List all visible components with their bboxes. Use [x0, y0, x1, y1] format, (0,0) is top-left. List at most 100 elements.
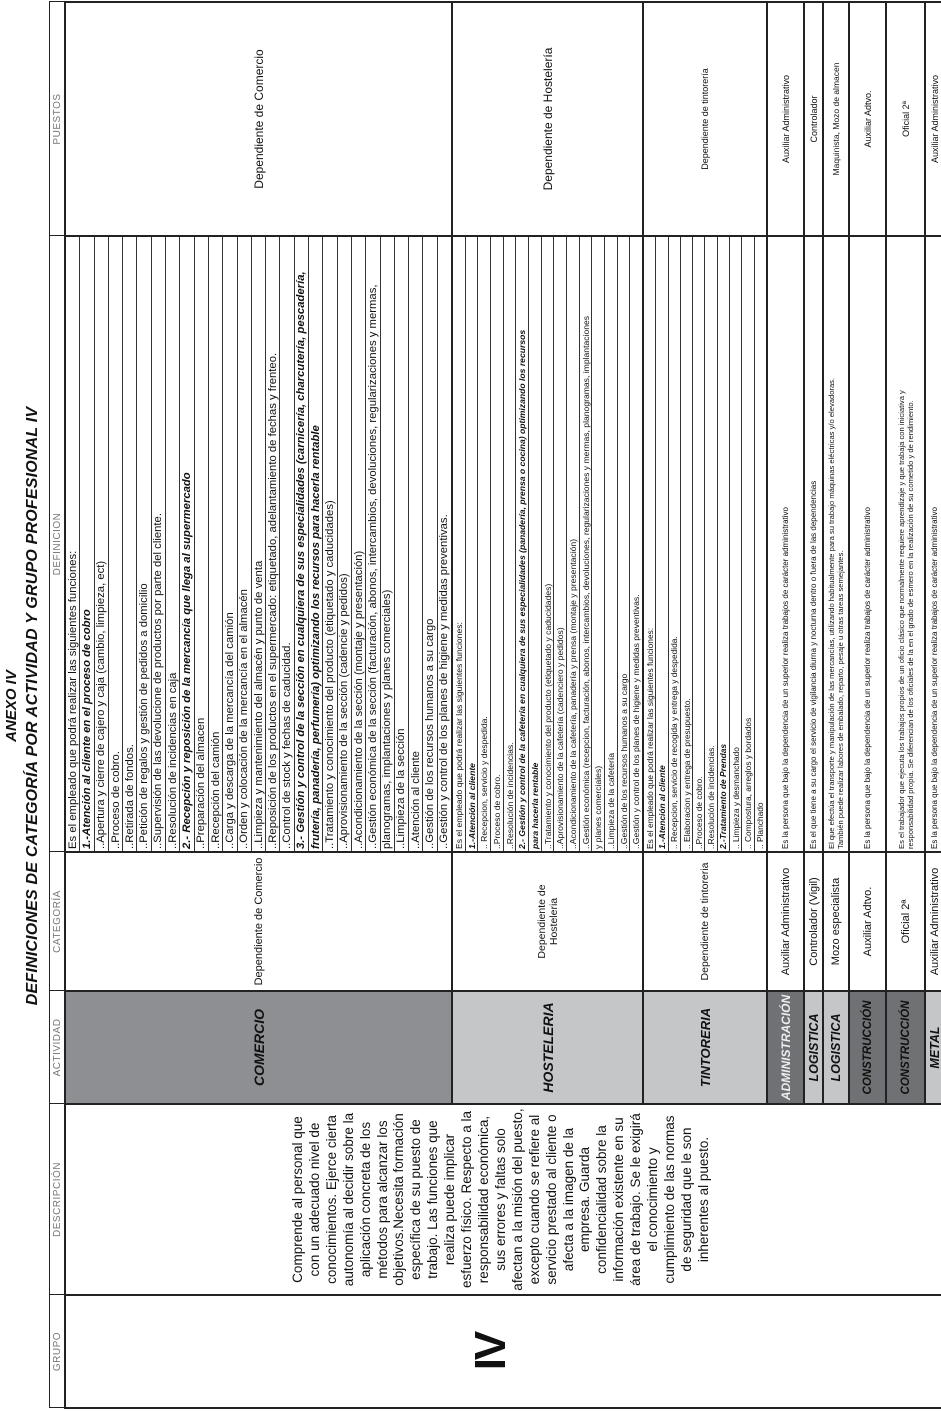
definition-line: .. Planchado — [755, 802, 766, 849]
definition-line: ..Gestión y control de los planes de hig… — [631, 594, 642, 849]
header-actividad: ACTIVIDAD — [49, 991, 65, 1104]
categoria-cell: Dependiente de Hosteleria — [452, 852, 643, 991]
table-body: IV Comprende al personal que con un adecua… — [65, 2, 941, 1408]
definition-line: ..Proceso de cobro. — [491, 237, 504, 851]
header-puestos: PUESTOS — [49, 2, 65, 236]
definition-line: ..Acondicionamiento de la cafetería, pan… — [567, 237, 580, 851]
definition-lines: El que efectúa el transporte y manipulac… — [824, 237, 848, 851]
table-row: IV Comprende al personal que con un adecua… — [65, 2, 941, 1408]
definition-lines: Es la persona que bajo la dependencia de… — [850, 237, 885, 851]
puesto-cell: Dependiente de tintorería — [643, 2, 767, 236]
category-line: Controlador (Vigil) — [807, 877, 820, 966]
header-definicion: DEFINICION — [49, 236, 65, 852]
description-line: esfuerzo físico. Respecto a la — [459, 1110, 475, 1289]
puesto-cell: Dependiente de Comercio — [65, 2, 452, 236]
descripcion-cell: Comprende al personal que con un adecuado… — [65, 1104, 941, 1295]
definition-line: .. Elaboracion y entrega de presupuesto. — [680, 237, 694, 851]
description-line: de seguridad que le son — [678, 1127, 694, 1272]
puesto-cell: Dependiente de Hostelería — [452, 2, 643, 236]
definition-line: ..Gestión y control de los planes de hig… — [438, 514, 451, 849]
definition-lines: Es el empleado que podrá realizar las si… — [453, 237, 642, 851]
description-line: servicio prestado al cliente o — [543, 1114, 559, 1285]
description-line: autonomía al decidir sobre la — [340, 1112, 356, 1287]
categoria-cell: Dependiente de Comercio — [65, 852, 452, 991]
definition-line: 1.-Atención al cliente — [656, 237, 669, 851]
header-grupo: GRUPO — [49, 1295, 65, 1408]
definition-line: frutería, panadería, perfumería) optimiz… — [309, 237, 324, 851]
definition-line: ..Limpieza de la cafetería — [605, 237, 618, 851]
category-line: Oficial 2ª — [899, 899, 912, 944]
definition-lines: Es el trabajador que ejecuta los trabajo… — [887, 237, 924, 851]
definition-line: responsabilidad propia. Se diferencian d… — [905, 400, 915, 849]
annex-title: ANEXO IV — [3, 670, 20, 742]
description-line: el conocimiento y — [645, 1147, 661, 1252]
definition-line: 1.-Atención al cliente — [465, 237, 479, 851]
definition-line: ..Apertura y cierre de cajero y caja (ca… — [94, 237, 109, 851]
definition-lines: Es el empleado que podrá realizar las si… — [66, 237, 451, 851]
puesto-cell: Auxiliar Adtvo. — [849, 2, 886, 236]
categoria-cell: Auxiliar Administrativo — [925, 852, 941, 991]
category-line: Hosteleria — [547, 897, 560, 946]
definition-line: ..Proceso de cobro. — [693, 237, 706, 851]
description-text: Comprende al personal que con un adecuado… — [290, 1105, 713, 1294]
definition-line: ..Proceso de cobro. — [108, 237, 124, 851]
actividad-cell: LOGISTICA — [804, 991, 823, 1104]
definition-line: .. Recepcion, servicio y despedida. — [478, 237, 492, 851]
definition-line: Es el empleado que podrá realizar las si… — [644, 237, 657, 851]
description-line: específica de su puesto de — [408, 1119, 424, 1280]
puesto-cell: Controlador — [804, 2, 823, 236]
definition-line: Es el que tiene a su cargo el servicio d… — [809, 480, 818, 849]
definition-line: ..Petición de regalos y gestión de pedid… — [137, 237, 152, 851]
definition-line: También puede realizar labores de embala… — [836, 550, 845, 849]
description-line: métodos para alcanzar los — [374, 1120, 390, 1279]
definition-line: .. Recepcion, servicio de recogida y ent… — [668, 237, 681, 851]
definition-line: ..Gestión económica (recepcion, facturac… — [579, 237, 593, 851]
definition-lines: Es el empleado que podrá realizar las si… — [644, 237, 766, 851]
definition-line: El que efectúa el transporte y manipulac… — [827, 377, 836, 849]
definition-line: ..Tratamiento y conocimiento del product… — [541, 237, 555, 851]
definition-line: ..Limpieza y mantenimiento del almacén y… — [251, 237, 267, 851]
categoria-cell: Controlador (Vigil) — [804, 852, 823, 991]
puesto-cell: Maquinista, Mozo de almacen — [823, 2, 849, 236]
category-line: Auxiliar Administrativo — [928, 867, 941, 976]
puesto-cell: Auxiliar Administrativo — [767, 2, 804, 236]
page-heading: DEFINICIONES DE CATEGORÍA POR ACTIVIDAD … — [24, 406, 41, 1006]
definition-line: .. Compostura, arreglos y bordados — [742, 237, 755, 851]
description-line: realiza puede implicar — [442, 1133, 458, 1266]
description-line: excepto cuando se refiere al — [526, 1114, 542, 1285]
description-line: conocimientos. Ejerce cierta — [323, 1115, 339, 1284]
actividad-cell: LOGISTICA — [823, 991, 849, 1104]
header-descripcion: DESCRIPCIÓN — [49, 1104, 65, 1295]
definition-lines: Es la persona que bajo la dependencia de… — [768, 237, 803, 851]
description-line: sus errores y faltas solo — [492, 1128, 508, 1271]
definicion-cell: El que efectúa el transporte y manipulac… — [823, 236, 849, 852]
description-line: objetivos.Necesita formación — [391, 1113, 407, 1286]
definition-line: ..Carga y descarga de la mercancía del c… — [223, 237, 238, 851]
group-number: IV — [466, 1332, 515, 1371]
definition-line: ..Resolución de incidencias en caja — [166, 237, 181, 851]
definition-line: ..Preparación del almacen — [194, 237, 209, 851]
definition-lines: Es el que tiene a su cargo el servicio d… — [805, 237, 822, 851]
description-line: responsabilidad económica, — [475, 1115, 491, 1284]
description-line: afecta a la imagen de la — [560, 1127, 576, 1272]
definition-line: Es el empleado que podrá realizar las si… — [66, 237, 81, 851]
grupo-cell: IV — [65, 1295, 941, 1408]
categoria-cell: Auxiliar Administrativo — [767, 852, 804, 991]
categoria-cell: Mozo especialista — [823, 852, 849, 991]
definicion-cell: Es el empleado que podrá realizar las si… — [452, 236, 643, 852]
category-line: Dependiente de Comercio — [252, 857, 265, 986]
definition-line: 1.-Atención al cliente en el proceso de … — [80, 237, 95, 851]
description-line: información existente en su — [611, 1117, 627, 1282]
definition-line: ..Aprovisionamiento de la sección (caden… — [337, 237, 352, 851]
definition-line: ..Resolución de incidencias. — [503, 237, 517, 851]
definition-line: ..Supervisión de las devolucione de prod… — [151, 237, 167, 851]
definition-lines: Es la persona que bajo la dependencia de… — [926, 237, 941, 851]
description-line: con un adecuado nivel de — [306, 1122, 322, 1277]
definition-line: ..Retirada de fondos. — [123, 237, 138, 851]
definicion-cell: Es la persona que bajo la dependencia de… — [849, 236, 886, 852]
definicion-cell: Es el trabajador que ejecuta los trabajo… — [886, 236, 925, 852]
description-line: Comprende al personal que — [290, 1116, 305, 1283]
definition-line: ..Resolución de incidencias. — [705, 237, 718, 851]
definition-line: Es la persona que bajo la dependencia de… — [863, 507, 872, 849]
definition-line: ..Orden y colocación de la mercancía en … — [237, 237, 252, 851]
